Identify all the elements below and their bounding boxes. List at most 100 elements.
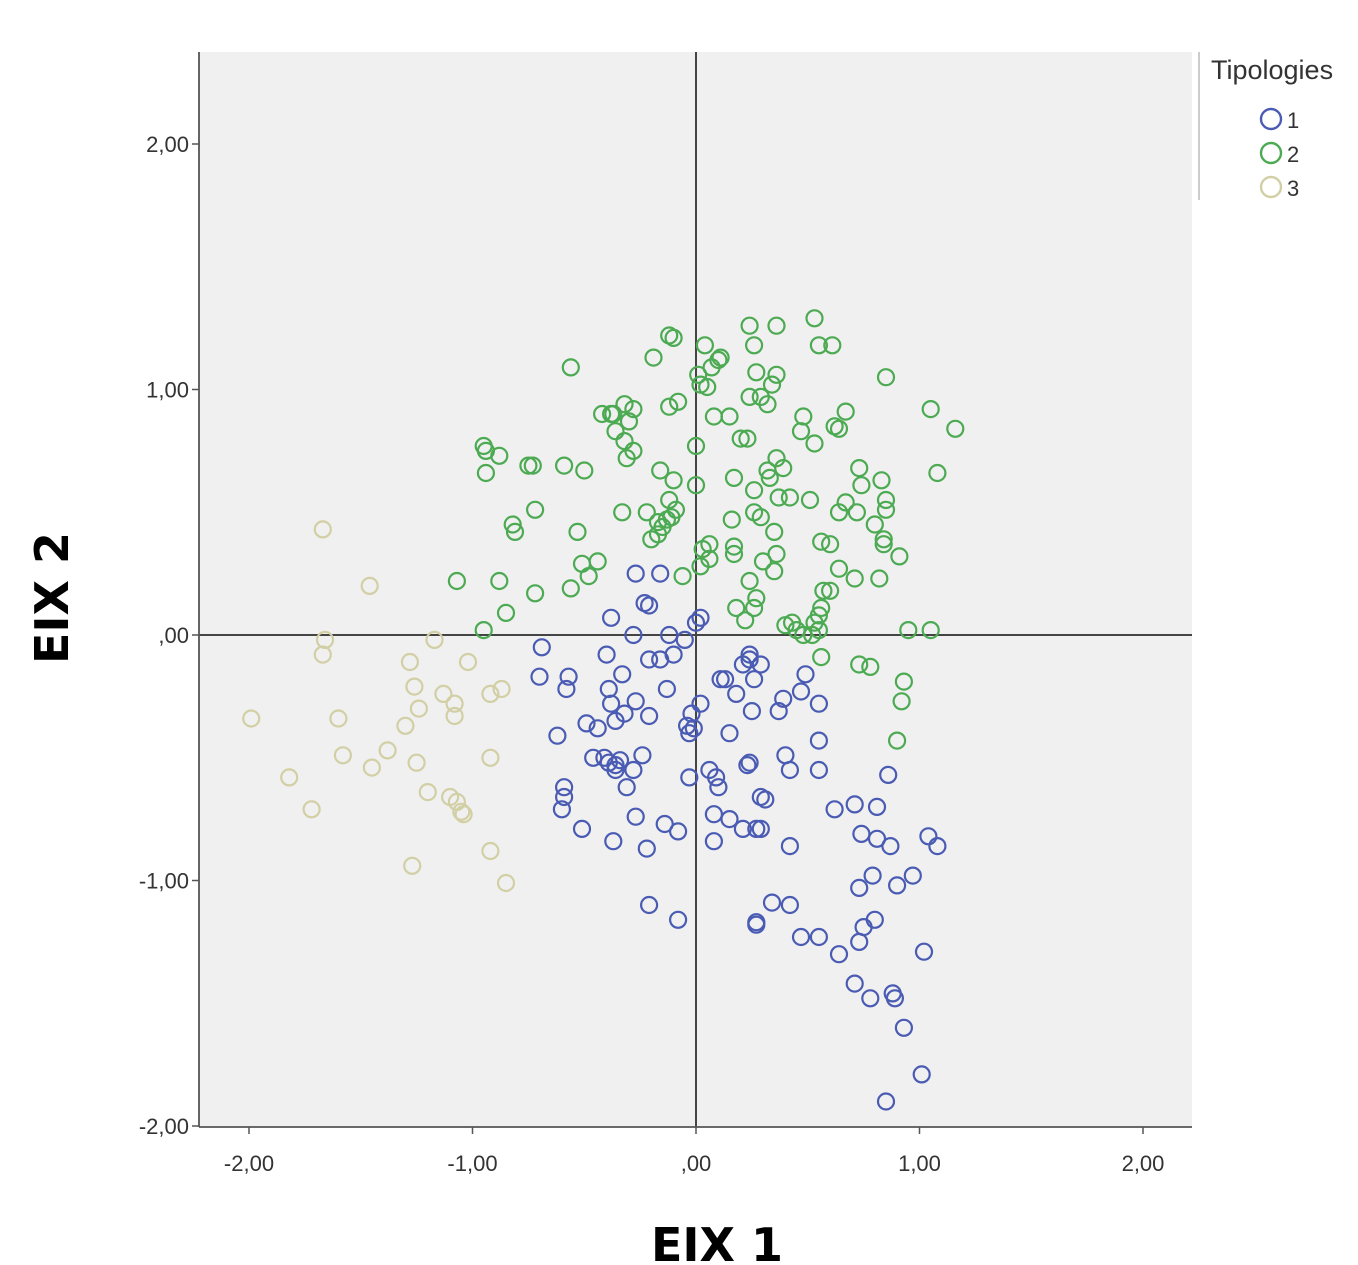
data-point — [845, 974, 864, 993]
data-point — [624, 400, 643, 419]
data-point — [751, 655, 770, 674]
data-point — [302, 800, 321, 819]
data-point — [836, 402, 855, 421]
data-point — [767, 544, 786, 564]
data-point — [800, 490, 820, 510]
data-point — [329, 709, 348, 728]
data-point — [762, 375, 782, 394]
data-point — [624, 760, 643, 780]
data-point — [894, 672, 914, 691]
legend: Tipologies 1 2 3 — [1198, 52, 1333, 201]
data-point — [409, 699, 428, 718]
data-point — [568, 522, 587, 542]
data-point — [874, 530, 893, 549]
data-point — [651, 461, 670, 480]
data-point — [577, 714, 596, 733]
data-point — [919, 827, 938, 846]
data-point — [720, 809, 739, 829]
data-point — [809, 731, 829, 750]
x-tick-label: 1,00 — [898, 1151, 941, 1176]
data-point — [740, 645, 759, 664]
data-point — [280, 768, 299, 787]
data-point — [863, 866, 882, 885]
data-point — [554, 778, 574, 797]
y-tick-label: -2,00 — [139, 1114, 189, 1139]
data-point — [805, 434, 824, 453]
series-3 — [242, 520, 516, 893]
data-point — [753, 552, 773, 571]
data-point — [617, 449, 636, 468]
data-point — [921, 400, 940, 419]
data-point — [668, 910, 688, 929]
data-point — [796, 665, 815, 684]
data-point — [879, 765, 898, 785]
data-point — [691, 694, 710, 713]
data-point — [744, 670, 764, 689]
data-point — [554, 787, 574, 807]
data-point — [660, 490, 679, 510]
legend-marker — [1259, 107, 1283, 131]
data-point — [809, 760, 829, 780]
data-point — [664, 645, 683, 664]
data-point — [619, 412, 639, 431]
legend-marker — [1259, 141, 1283, 165]
data-point — [525, 500, 545, 519]
data-point — [378, 741, 397, 760]
points-layer — [242, 309, 965, 1111]
data-point — [747, 589, 766, 608]
data-point — [724, 468, 744, 487]
data-point — [481, 748, 500, 767]
data-point — [865, 515, 884, 534]
data-point — [668, 822, 688, 841]
data-point — [333, 746, 352, 765]
data-point — [812, 598, 831, 618]
data-point — [744, 336, 764, 355]
data-point — [434, 684, 453, 704]
reference-lines — [199, 52, 1192, 1127]
data-point — [704, 407, 724, 426]
data-point — [700, 535, 719, 554]
data-point — [668, 392, 688, 411]
data-point — [606, 760, 625, 780]
data-point — [812, 532, 831, 551]
data-point — [892, 692, 911, 711]
data-point — [765, 562, 784, 581]
data-point — [633, 746, 652, 765]
data-point — [447, 571, 466, 591]
data-point — [601, 694, 621, 713]
data-point — [861, 989, 880, 1008]
data-point — [724, 537, 744, 556]
data-point — [890, 547, 909, 566]
data-point — [876, 500, 896, 519]
data-point — [682, 704, 701, 723]
data-point — [660, 397, 679, 416]
data-point — [861, 657, 880, 677]
data-point — [791, 927, 811, 947]
data-point — [481, 841, 500, 861]
data-point — [881, 836, 900, 856]
y-ticks: -2,00 -1,00 ,00 1,00 2,00 — [139, 132, 199, 1139]
data-point — [738, 755, 757, 775]
data-point — [639, 895, 659, 915]
data-point — [664, 328, 683, 347]
data-point — [532, 638, 551, 657]
data-point — [872, 471, 891, 490]
data-point — [767, 316, 786, 335]
data-point — [774, 459, 793, 478]
legend-label: 1 — [1287, 108, 1299, 133]
data-point — [769, 488, 788, 507]
data-point — [836, 493, 855, 512]
data-point — [686, 436, 706, 456]
data-point — [814, 581, 833, 600]
data-point — [809, 694, 829, 713]
data-point — [845, 795, 864, 814]
data-point — [850, 459, 869, 478]
data-point — [691, 557, 710, 576]
series-1 — [530, 564, 947, 1111]
data-point — [601, 608, 621, 627]
data-point — [747, 363, 766, 382]
y-tick-label: ,00 — [158, 623, 189, 648]
legend-items: 1 2 3 — [1259, 107, 1299, 201]
data-point — [711, 348, 730, 367]
data-point — [561, 579, 580, 598]
